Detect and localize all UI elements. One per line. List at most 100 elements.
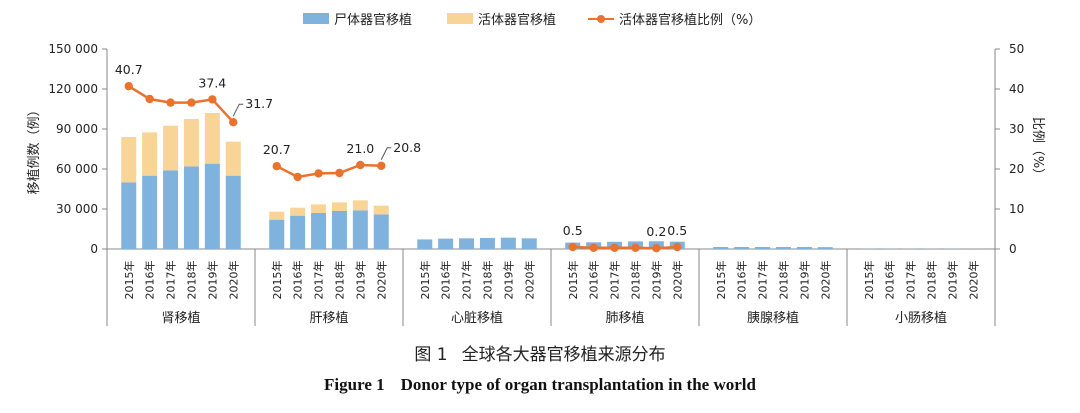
ratio-point bbox=[356, 160, 365, 170]
bar-deceased bbox=[734, 247, 750, 249]
y-right-tick-label: 30 bbox=[1009, 122, 1024, 136]
legend-swatch-living bbox=[447, 13, 473, 24]
data-label-leader bbox=[380, 147, 392, 161]
bar-living bbox=[142, 132, 158, 176]
bar-deceased bbox=[352, 210, 368, 249]
group-label: 肺移植 bbox=[605, 311, 644, 326]
x-tick-label: 2020年 bbox=[522, 261, 536, 300]
x-tick-label: 2016年 bbox=[143, 261, 157, 300]
ratio-point bbox=[124, 82, 133, 91]
x-tick-label: 2018年 bbox=[332, 261, 346, 300]
bar-living bbox=[331, 202, 347, 211]
x-tick-label: 2020年 bbox=[818, 261, 832, 300]
ratio-point bbox=[589, 243, 598, 252]
ratio-point bbox=[208, 95, 217, 104]
x-tick-label: 2016年 bbox=[883, 261, 897, 300]
bar-deceased bbox=[269, 219, 285, 249]
x-tick-label: 2015年 bbox=[418, 261, 432, 300]
bar-deceased bbox=[521, 238, 537, 249]
x-tick-label: 2016年 bbox=[439, 261, 453, 300]
x-tick-label: 2015年 bbox=[714, 261, 728, 300]
x-tick-label: 2019年 bbox=[945, 261, 959, 300]
group-label: 肾移植 bbox=[161, 311, 200, 326]
bar-living bbox=[121, 137, 137, 183]
ratio-data-label: 20.8 bbox=[393, 140, 421, 155]
y-left-tick-label: 90 000 bbox=[56, 122, 98, 136]
ratio-point bbox=[610, 243, 619, 252]
x-tick-label: 2017年 bbox=[904, 261, 918, 300]
bar-deceased bbox=[713, 247, 729, 249]
x-tick-label: 2015年 bbox=[862, 261, 876, 300]
bar-deceased bbox=[373, 214, 389, 249]
y-left-tick-label: 60 000 bbox=[56, 162, 98, 176]
x-tick-label: 2017年 bbox=[460, 261, 474, 300]
x-tick-label: 2017年 bbox=[608, 261, 622, 300]
group-label: 心脏移植 bbox=[451, 311, 503, 326]
group-label: 小肠移植 bbox=[895, 311, 947, 326]
x-tick-label: 2018年 bbox=[924, 261, 938, 300]
legend-swatch-ratio bbox=[597, 15, 605, 23]
x-tick-label: 2018年 bbox=[480, 261, 494, 300]
y-left-tick-label: 120 000 bbox=[48, 82, 98, 96]
x-tick-label: 2019年 bbox=[797, 261, 811, 300]
bar-living bbox=[225, 141, 241, 176]
legend-label-living: 活体器官移植 bbox=[478, 12, 556, 28]
x-tick-label: 2015年 bbox=[122, 261, 136, 300]
y-left-tick-label: 150 000 bbox=[48, 42, 98, 56]
x-tick-label: 2015年 bbox=[566, 261, 580, 300]
bar-living bbox=[183, 119, 199, 167]
ratio-point bbox=[335, 168, 344, 178]
ratio-point bbox=[377, 161, 386, 170]
bar-deceased bbox=[500, 237, 516, 249]
ratio-point bbox=[631, 243, 640, 252]
y-left-tick-label: 0 bbox=[90, 242, 98, 256]
chart: 尸体器官移植 活体器官移植 活体器官移植比例（%） 0 30 000 60 000 90 0… bbox=[27, 12, 1045, 326]
legend-swatch-deceased bbox=[303, 13, 329, 24]
bar-living bbox=[352, 200, 368, 211]
y-left-tick-label: 30 000 bbox=[56, 202, 98, 216]
bar-deceased bbox=[204, 163, 220, 249]
ratio-point bbox=[314, 169, 323, 178]
x-tick-label: 2017年 bbox=[312, 261, 326, 300]
ratio-point bbox=[272, 162, 281, 171]
ratio-point bbox=[187, 98, 196, 107]
x-tick-label: 2020年 bbox=[966, 261, 980, 300]
y-right-tick-label: 10 bbox=[1009, 202, 1024, 216]
bar-deceased bbox=[290, 215, 306, 249]
ratio-data-label: 0.5 bbox=[667, 223, 687, 238]
y-right-tick-label: 20 bbox=[1009, 162, 1024, 176]
ratio-point bbox=[293, 172, 302, 182]
x-tick-label: 2016年 bbox=[587, 261, 601, 300]
bar-living bbox=[311, 204, 327, 213]
ratio-point bbox=[673, 242, 682, 252]
legend-label-deceased: 尸体器官移植 bbox=[334, 12, 412, 28]
bar-deceased bbox=[459, 238, 475, 249]
ratio-point bbox=[229, 118, 238, 127]
x-tick-label: 2018年 bbox=[184, 261, 198, 300]
x-tick-label: 2016年 bbox=[291, 261, 305, 300]
x-tick-label: 2019年 bbox=[649, 261, 663, 300]
x-tick-label: 2020年 bbox=[670, 261, 684, 300]
ratio-point bbox=[145, 94, 154, 104]
caption-en-number: Figure 1 bbox=[324, 375, 385, 394]
ratio-data-label: 40.7 bbox=[115, 62, 143, 77]
bar-deceased bbox=[817, 247, 833, 249]
figure-caption-en: Figure 1 Donor type of organ transplantat… bbox=[0, 375, 1080, 395]
figure-caption-cn: 图 1 全球各大器官移植来源分布 bbox=[0, 340, 1080, 365]
bar-deceased bbox=[796, 247, 812, 249]
ratio-data-label: 0.2 bbox=[646, 224, 666, 239]
caption-en-text: Donor type of organ transplantation in t… bbox=[400, 375, 756, 394]
bar-living bbox=[269, 211, 285, 220]
ratio-point bbox=[652, 244, 661, 253]
x-tick-label: 2020年 bbox=[374, 261, 388, 300]
x-tick-label: 2017年 bbox=[164, 261, 178, 300]
ratio-data-label: 20.7 bbox=[263, 142, 291, 157]
bar-living bbox=[290, 207, 306, 216]
ratio-data-label: 37.4 bbox=[198, 75, 226, 90]
y-left-axis-title: 移植例数（例） bbox=[27, 103, 42, 194]
bar-deceased bbox=[311, 213, 327, 249]
caption-cn-text: 全球各大器官移植来源分布 bbox=[461, 345, 666, 365]
ratio-point bbox=[568, 242, 577, 252]
bar-deceased bbox=[163, 170, 179, 249]
bar-living bbox=[163, 125, 179, 171]
